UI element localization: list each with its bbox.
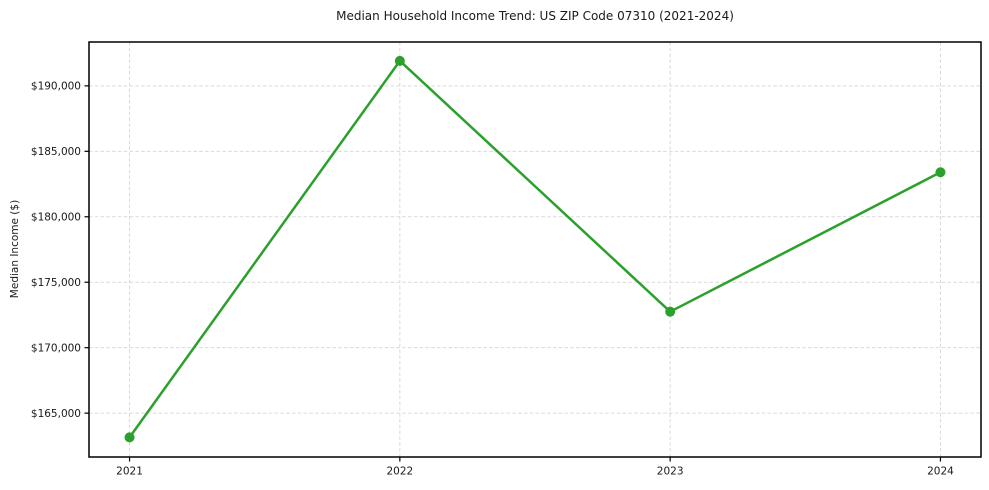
y-tick-label: $175,000 [31, 277, 81, 289]
plot-border [88, 41, 982, 458]
chart-title: Median Household Income Trend: US ZIP Co… [336, 9, 734, 23]
y-tick-label: $165,000 [31, 408, 81, 420]
data-point-2023 [665, 306, 676, 317]
y-tick-label: $170,000 [31, 342, 81, 354]
y-axis-label: Median Income ($) [9, 199, 21, 299]
data-point-2022 [394, 55, 405, 66]
x-tick-label: 2022 [386, 466, 413, 478]
x-tick-label: 2024 [927, 466, 954, 478]
plot-background [89, 42, 981, 457]
data-point-2024 [935, 167, 946, 178]
y-tick-label: $180,000 [31, 211, 81, 223]
trend-line [128, 59, 942, 439]
x-tick-label: 2021 [116, 466, 143, 478]
y-tick-label: $190,000 [31, 81, 81, 93]
x-tick-label: 2023 [657, 466, 684, 478]
data-point-2021 [124, 432, 135, 443]
y-tick-label: $185,000 [31, 146, 81, 158]
